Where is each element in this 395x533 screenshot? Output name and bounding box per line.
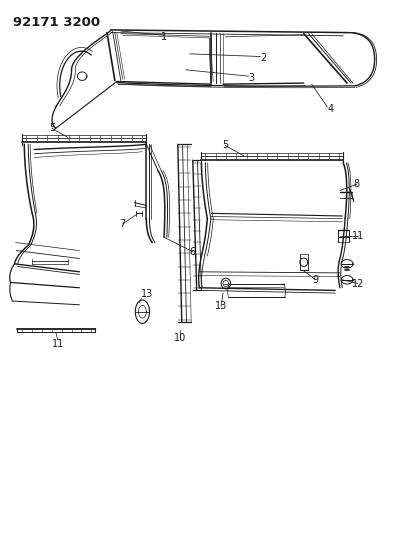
Text: 13: 13 [141, 289, 154, 299]
Text: 7: 7 [120, 219, 126, 229]
Text: 2: 2 [260, 53, 267, 63]
Text: 12: 12 [352, 279, 364, 288]
Text: 8: 8 [354, 179, 360, 189]
Text: 13: 13 [215, 301, 227, 311]
Text: 4: 4 [327, 104, 334, 114]
Text: 10: 10 [174, 333, 186, 343]
Text: 6: 6 [190, 247, 196, 256]
Text: 3: 3 [249, 73, 255, 83]
Text: 1: 1 [161, 33, 167, 43]
Text: 9: 9 [312, 275, 319, 285]
Text: 5: 5 [49, 123, 55, 133]
Text: 5: 5 [222, 140, 228, 150]
Text: 11: 11 [52, 338, 64, 349]
Text: 11: 11 [352, 231, 364, 241]
Text: 92171 3200: 92171 3200 [13, 15, 100, 29]
